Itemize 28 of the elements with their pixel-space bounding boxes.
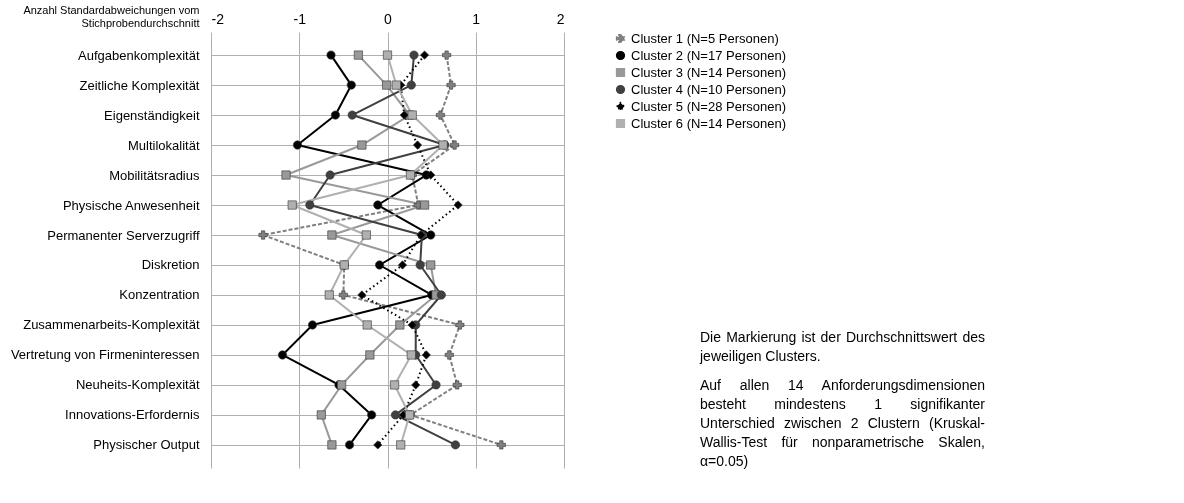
x-axis-title: Anzahl Standardabweichungen vom Stichprobendurchschnitt xyxy=(23,3,200,29)
y-tick-label: Innovations-Erfordernis xyxy=(65,407,200,423)
y-tick-label: Physischer Output xyxy=(93,437,200,453)
y-tick-label: Eigenständigkeit xyxy=(104,107,200,123)
y-tick-label: Multilokalität xyxy=(127,137,200,153)
x-tick-label: 2 xyxy=(556,10,565,27)
y-tick-label: Zusammenarbeits-Komplexität xyxy=(23,317,200,333)
y-tick-label: Mobilitätsradius xyxy=(109,167,200,183)
legend-label: Cluster 1 (N=5 Personen) xyxy=(631,30,779,46)
y-tick-label: Diskretion xyxy=(141,257,200,273)
y-tick-label: Zeitliche Komplexität xyxy=(79,77,200,93)
x-tick-label: -2 xyxy=(211,10,225,27)
x-tick-label: 0 xyxy=(384,10,393,27)
text: Auf allen 14 Anforderungsdimensionen besteht mindestens 1 signifikanter Unterschied zwischen 2 Clustern (Kruskal-Wallis-Test für nonparametrische Skalen, α=0.05) xyxy=(700,376,985,471)
legend-label: Cluster 6 (N=14 Personen) xyxy=(631,115,786,131)
text: Die Markierung ist der Durchschnittswert des jeweiligen Clusters. xyxy=(700,328,985,366)
legend-label: Cluster 4 (N=10 Personen) xyxy=(631,81,786,97)
y-tick-label: Vertretung von Firmeninteressen xyxy=(10,347,200,363)
y-tick-label: Neuheits-Komplexität xyxy=(75,377,200,393)
legend-label: Cluster 3 (N=14 Personen) xyxy=(631,64,786,80)
y-tick-label: Permanenter Serverzugriff xyxy=(47,227,200,243)
x-tick-label: -1 xyxy=(293,10,307,27)
legend-label: Cluster 2 (N=17 Personen) xyxy=(631,47,786,63)
legend-label: Cluster 5 (N=28 Personen) xyxy=(631,98,786,114)
y-tick-label: Aufgabenkomplexität xyxy=(78,47,200,63)
x-tick-label: 1 xyxy=(472,10,481,27)
y-tick-label: Physische Anwesenheit xyxy=(62,197,200,213)
y-tick-label: Konzentration xyxy=(119,287,200,303)
